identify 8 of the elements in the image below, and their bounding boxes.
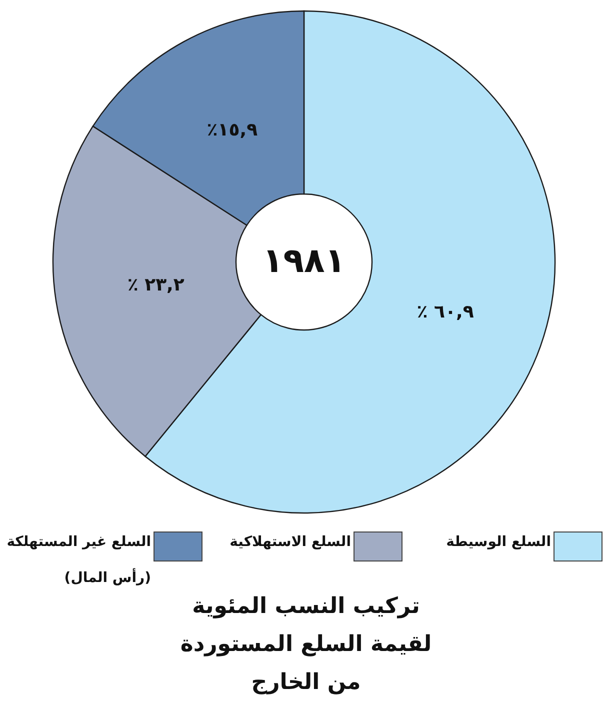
data-label: ٪١٥,٩ — [206, 119, 258, 140]
text: ١٩٨١ — [262, 241, 346, 281]
category-label: السلع غير المستهلكة (رأس المال) — [6, 534, 151, 586]
legend-label: السلع الوسيطة — [446, 534, 551, 550]
data-label: ٪ ٢٣,٢ — [127, 274, 184, 296]
data-label: ٪ ٦٠,٩ — [416, 301, 474, 322]
text: تركيب النسب المئوية لقيمة السلع المستوردة من الخارج — [180, 594, 432, 695]
legend-label: السلع الاستهلاكية — [230, 534, 351, 550]
